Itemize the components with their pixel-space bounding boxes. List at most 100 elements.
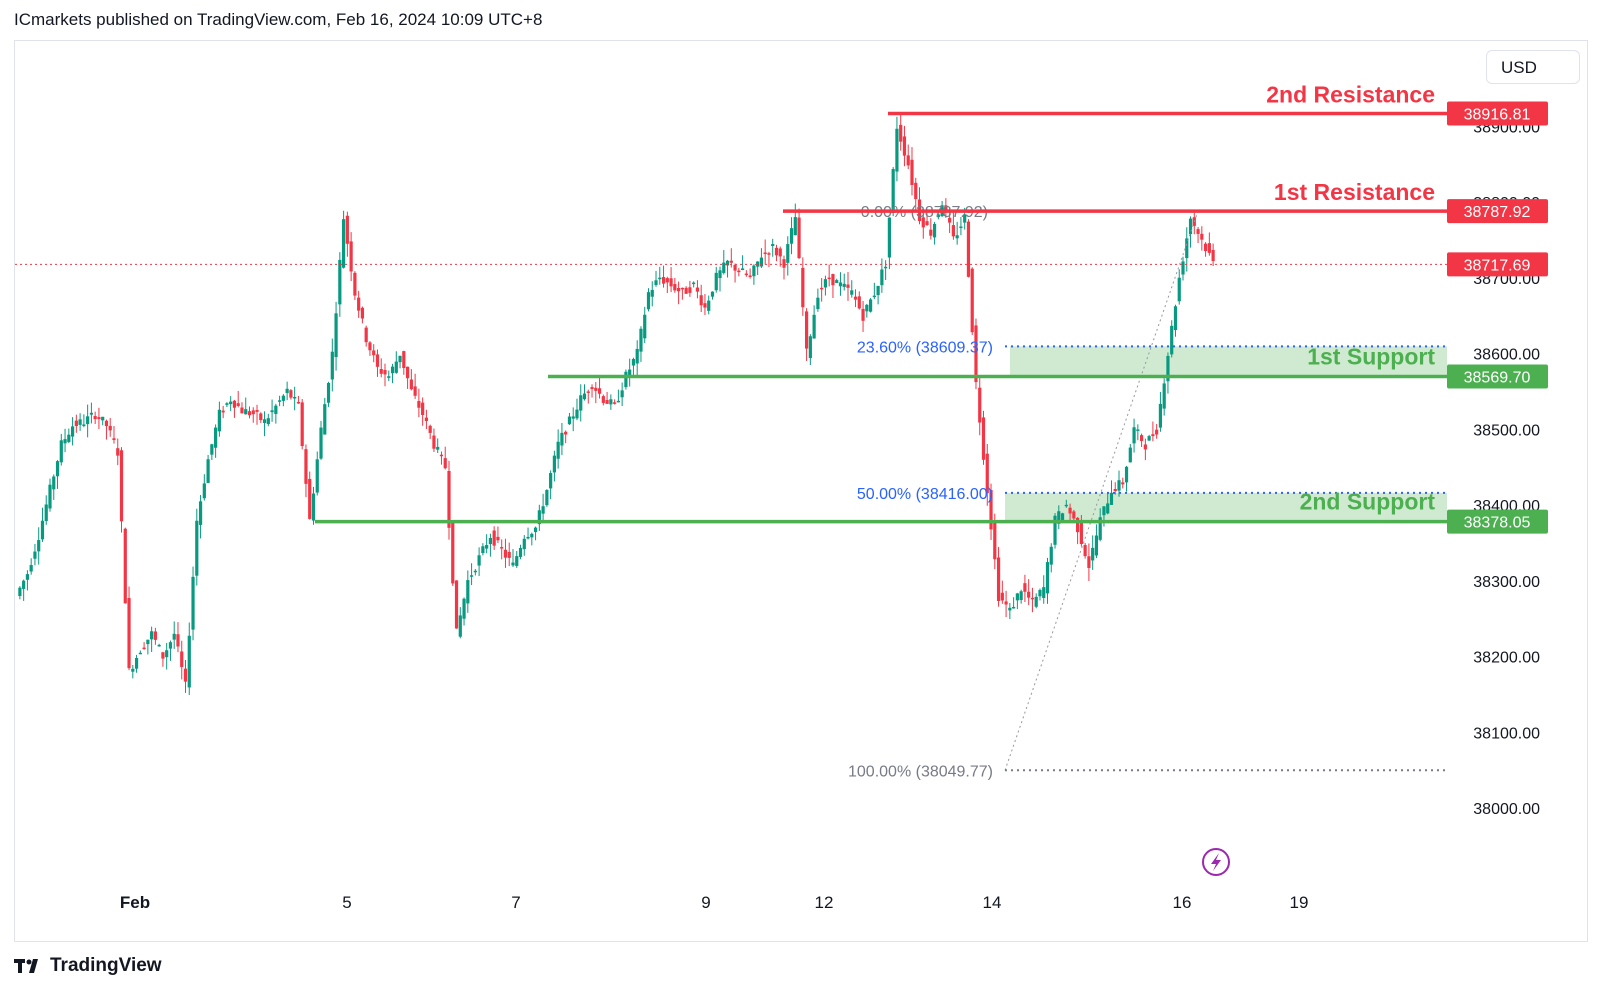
candle-body: [402, 351, 406, 369]
candle-body: [518, 548, 523, 557]
candle-body: [338, 259, 342, 305]
candle-body: [439, 454, 444, 457]
candle-body: [782, 259, 786, 268]
candle-body: [654, 280, 658, 285]
candle-body: [119, 450, 124, 522]
y-axis-tick: 38500.00: [1473, 422, 1540, 439]
candle-body: [150, 631, 154, 640]
candle-body: [44, 504, 48, 522]
candle-body: [545, 490, 549, 506]
candle-body: [447, 471, 451, 528]
candle-body: [951, 225, 955, 237]
candle-body: [251, 410, 255, 415]
candle-body: [658, 277, 662, 280]
candle-body: [364, 327, 368, 343]
candle-body: [477, 555, 481, 566]
candle-body: [899, 124, 903, 142]
candle-body: [289, 390, 293, 398]
candle-body: [466, 580, 470, 604]
candle-body: [1027, 591, 1031, 598]
candle-body: [1023, 583, 1027, 592]
candle-body: [485, 545, 489, 549]
candle-body: [605, 400, 609, 404]
level-name: 1st Resistance: [1274, 179, 1435, 205]
candle-body: [394, 361, 398, 373]
candle-body: [1147, 436, 1151, 441]
candle-body: [740, 268, 745, 271]
level-name: 2nd Resistance: [1266, 82, 1435, 108]
candle-body: [146, 639, 150, 645]
lightning-bolt-icon: [1211, 853, 1221, 871]
candle-body: [1034, 596, 1038, 607]
candle-body: [1207, 243, 1211, 253]
tradingview-logo-icon: [14, 959, 38, 973]
candle-body: [1113, 488, 1117, 492]
candle-body: [379, 369, 383, 374]
y-axis-tick: 38100.00: [1473, 725, 1540, 742]
candle-body: [541, 506, 545, 514]
candle-body: [1053, 515, 1057, 545]
candle-body: [1102, 506, 1106, 516]
candle-body: [372, 350, 376, 356]
x-axis-tick: 12: [815, 893, 834, 912]
candle-body: [1094, 535, 1099, 556]
candle-body: [793, 217, 797, 236]
candle-body: [887, 217, 892, 258]
candle-body: [183, 668, 188, 682]
candle-body: [345, 215, 349, 244]
candle-body: [48, 484, 52, 509]
candle-body: [985, 453, 989, 494]
candle-body: [921, 217, 925, 228]
candle-body: [1064, 504, 1068, 507]
candle-body: [597, 388, 602, 394]
candle-body: [443, 458, 447, 469]
candle-body: [315, 459, 319, 493]
candle-body: [172, 633, 176, 640]
price-tag-value: 38569.70: [1464, 369, 1531, 386]
candle-body: [1068, 507, 1072, 514]
candle-body: [756, 261, 760, 267]
candle-body: [1091, 547, 1095, 561]
chart-frame[interactable]: [14, 40, 1588, 942]
candle-body: [206, 459, 210, 483]
candle-body: [1188, 218, 1193, 235]
candle-body: [180, 651, 184, 667]
candle-body: [387, 376, 391, 378]
candle-body: [846, 284, 850, 288]
level-name: 2nd Support: [1300, 489, 1436, 515]
candle-body: [210, 444, 214, 455]
price-tag-value: 38787.92: [1464, 204, 1531, 221]
candle-body: [748, 275, 752, 277]
candle-body: [93, 416, 97, 420]
candle-body: [797, 217, 801, 259]
candle-body: [718, 270, 722, 279]
candle-body: [104, 420, 109, 427]
candle-body: [673, 284, 677, 291]
candle-body: [914, 182, 918, 200]
candle-body: [368, 342, 372, 351]
candle-body: [643, 314, 647, 339]
candle-body: [473, 570, 477, 573]
candle-body: [932, 223, 937, 238]
candle-body: [37, 540, 41, 552]
candle-body: [635, 348, 639, 364]
tradingview-brand[interactable]: TradingView: [14, 955, 162, 977]
candle-body: [191, 576, 195, 630]
candle-body: [296, 402, 301, 404]
candle-body: [55, 461, 60, 477]
candle-body: [247, 411, 252, 416]
candle-body: [304, 449, 308, 484]
candle-body: [240, 407, 244, 414]
support-zone-2: [1005, 492, 1447, 522]
candle-body: [1155, 429, 1159, 435]
candle-body: [492, 530, 496, 546]
candle-body: [360, 307, 365, 319]
candle-body: [131, 668, 135, 672]
candle-body: [831, 274, 835, 286]
candle-body: [1211, 249, 1215, 262]
candle-body: [526, 536, 530, 539]
candle-body: [232, 400, 237, 408]
candle-body: [1038, 590, 1042, 597]
currency-selector[interactable]: USD: [1486, 50, 1580, 84]
